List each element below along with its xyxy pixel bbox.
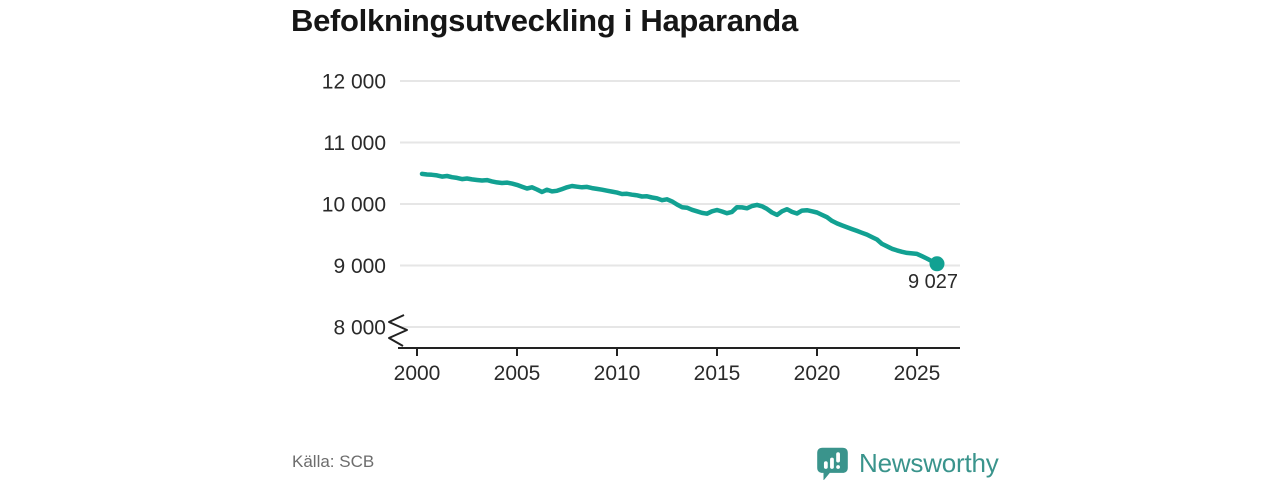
newsworthy-logo[interactable]: Newsworthy: [814, 445, 999, 480]
x-tick-label: 2025: [894, 362, 941, 385]
y-tick-label: 8 000: [333, 317, 386, 340]
newsworthy-wordmark: Newsworthy: [859, 448, 999, 478]
end-value-label: 9 027: [908, 271, 958, 293]
y-tick-label: 12 000: [322, 71, 386, 94]
y-tick-label: 9 000: [333, 255, 386, 278]
y-tick-label: 10 000: [322, 194, 386, 217]
y-axis-break-icon: [388, 314, 408, 347]
chart-title: Befolkningsutveckling i Haparanda: [291, 3, 798, 38]
x-tick-label: 2010: [594, 362, 641, 385]
x-tick-label: 2015: [694, 362, 741, 385]
x-tick-label: 2000: [394, 362, 441, 385]
y-tick-label: 11 000: [323, 132, 386, 155]
end-dot: [929, 256, 945, 272]
population-line-chart: 8 000 9 000 10 000 11 000 12 000 2000 2005 2010…: [322, 71, 960, 385]
newsworthy-speech-bubble-chart-icon: [814, 445, 851, 480]
x-tick-label: 2005: [494, 362, 541, 385]
series-line: [419, 171, 940, 267]
source-note: Källa: SCB: [292, 452, 375, 471]
x-tick-label: 2020: [794, 362, 841, 385]
